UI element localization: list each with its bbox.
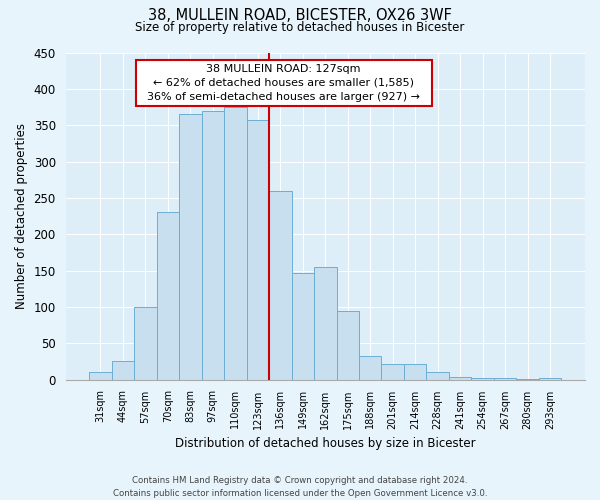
Bar [494, 378, 517, 380]
X-axis label: Distribution of detached houses by size in Bicester: Distribution of detached houses by size … [175, 437, 476, 450]
Bar [314, 267, 337, 380]
Bar [247, 120, 269, 380]
Bar [359, 356, 382, 380]
Y-axis label: Number of detached properties: Number of detached properties [15, 123, 28, 309]
Bar [224, 107, 247, 380]
Bar [449, 376, 472, 380]
Bar [427, 372, 449, 380]
Bar [337, 310, 359, 380]
Bar [112, 362, 134, 380]
Bar [517, 379, 539, 380]
Bar [157, 212, 179, 380]
Bar [269, 190, 292, 380]
Bar [179, 114, 202, 380]
Bar [202, 110, 224, 380]
Bar [404, 364, 427, 380]
Bar [472, 378, 494, 380]
Bar [292, 272, 314, 380]
Text: 38 MULLEIN ROAD: 127sqm  
  ← 62% of detached houses are smaller (1,585)  
  36%: 38 MULLEIN ROAD: 127sqm ← 62% of detache… [140, 64, 427, 102]
Bar [134, 307, 157, 380]
Text: Contains HM Land Registry data © Crown copyright and database right 2024.
Contai: Contains HM Land Registry data © Crown c… [113, 476, 487, 498]
Bar [539, 378, 562, 380]
Bar [89, 372, 112, 380]
Text: 38, MULLEIN ROAD, BICESTER, OX26 3WF: 38, MULLEIN ROAD, BICESTER, OX26 3WF [148, 8, 452, 22]
Bar [382, 364, 404, 380]
Text: Size of property relative to detached houses in Bicester: Size of property relative to detached ho… [136, 21, 464, 34]
